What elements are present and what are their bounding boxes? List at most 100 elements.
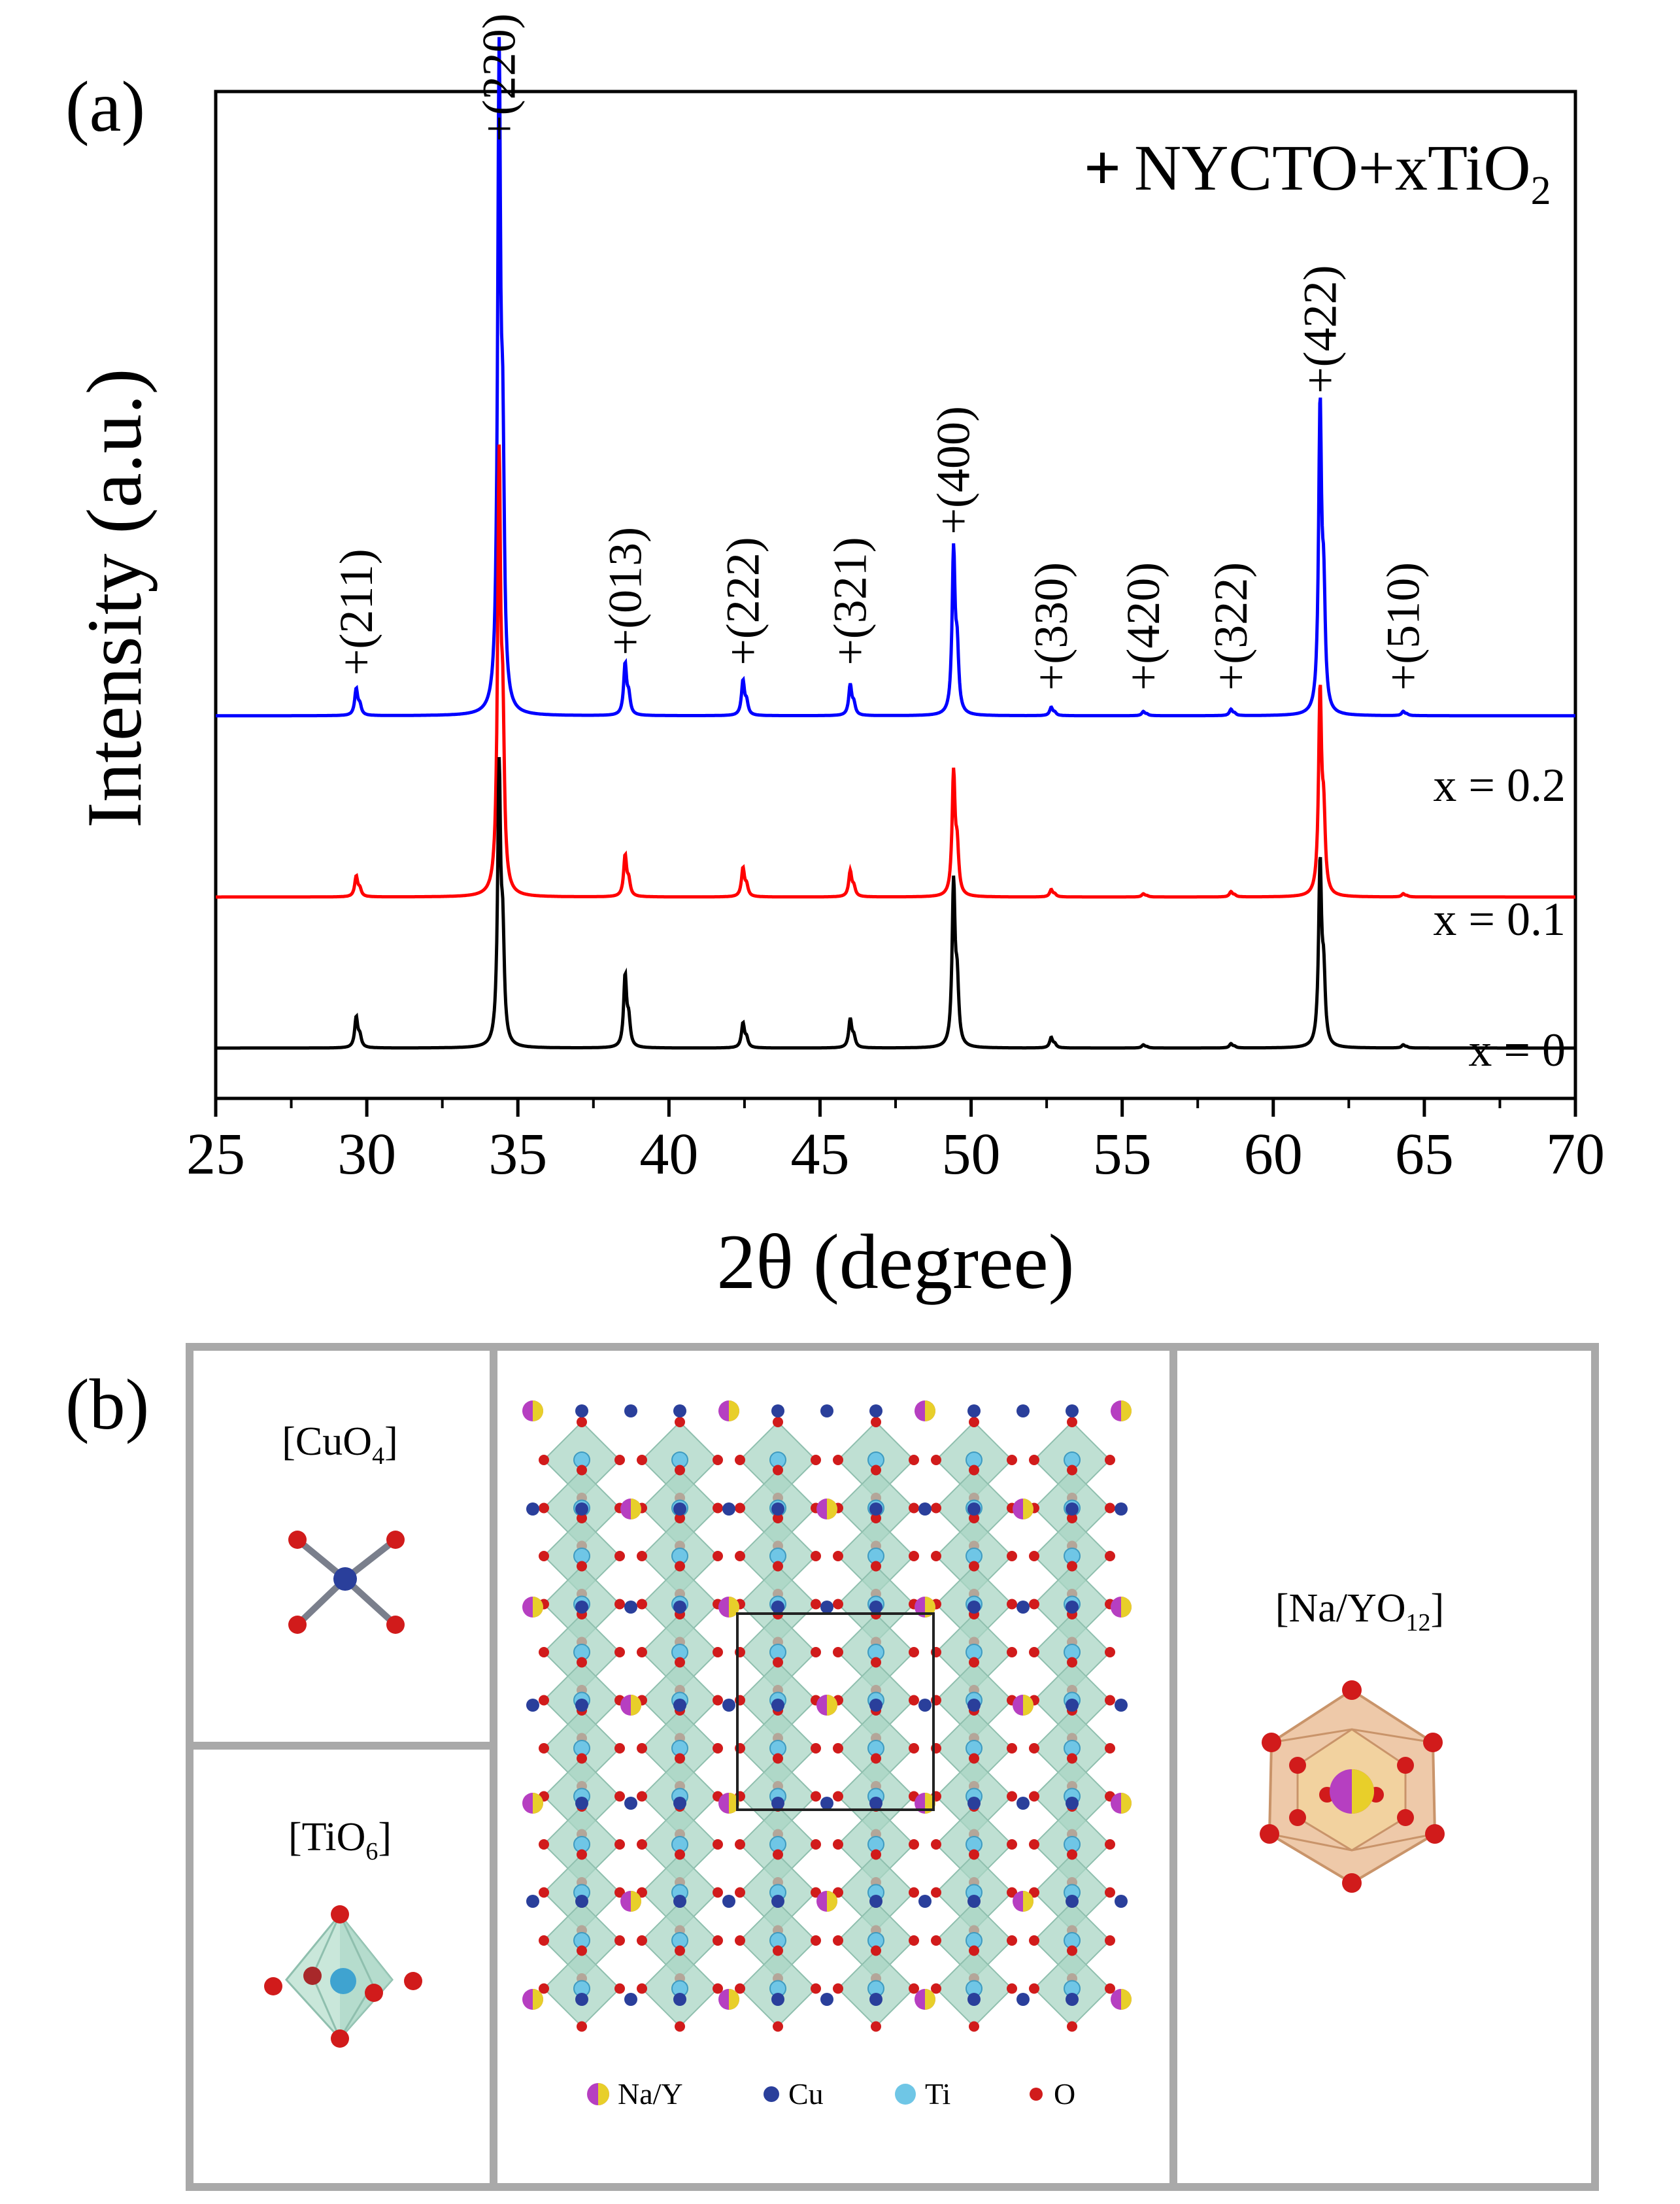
nay-atom-half bbox=[827, 1891, 837, 1912]
o-atom bbox=[1007, 1887, 1017, 1898]
o-atom bbox=[675, 2021, 685, 2032]
nay-atom-half bbox=[533, 1989, 543, 2010]
peak-label-6: +(330) bbox=[1025, 562, 1077, 691]
o-atom bbox=[909, 1935, 919, 1946]
panel-a-label: (a) bbox=[65, 67, 145, 146]
o-atom bbox=[577, 1753, 587, 1764]
o-atom bbox=[909, 1551, 919, 1561]
o-atom bbox=[811, 1935, 821, 1946]
o-atom bbox=[1007, 1791, 1017, 1802]
o-atom bbox=[1067, 1849, 1077, 1860]
o-atom bbox=[931, 1839, 941, 1850]
o-atom bbox=[1067, 1465, 1077, 1476]
x-tick-label-45: 45 bbox=[790, 1122, 849, 1187]
o-atom bbox=[577, 1945, 587, 1956]
o-atom bbox=[1029, 1599, 1039, 1610]
o-atom bbox=[773, 1945, 783, 1956]
o-atom bbox=[1029, 1887, 1039, 1898]
series-label-2: x = 0 bbox=[1468, 1024, 1566, 1076]
o-atom bbox=[713, 1743, 723, 1754]
o-atom bbox=[811, 1983, 821, 1994]
o-atom bbox=[969, 1465, 979, 1476]
o-atom bbox=[969, 1561, 979, 1572]
o-atom bbox=[909, 1455, 919, 1465]
o-atom bbox=[1029, 1839, 1039, 1850]
o-atom bbox=[833, 1551, 843, 1561]
crystal-lattice bbox=[522, 1400, 1132, 2032]
o-atom bbox=[577, 1849, 587, 1860]
o-atom bbox=[614, 1839, 625, 1850]
peak-label-8: +(322) bbox=[1205, 562, 1257, 691]
o-atom bbox=[931, 1551, 941, 1561]
o-atom bbox=[1007, 1743, 1017, 1754]
o-atom bbox=[871, 1945, 881, 1956]
o-atom bbox=[637, 1743, 647, 1754]
cu-atom bbox=[575, 1502, 588, 1516]
o-atom bbox=[675, 1849, 685, 1860]
o-atom bbox=[811, 1887, 821, 1898]
nay-atom-half bbox=[729, 1400, 739, 1421]
cuo4-cluster bbox=[288, 1531, 405, 1634]
o-atom bbox=[539, 1839, 549, 1850]
o-atom bbox=[614, 1935, 625, 1946]
peak-label-9: +(422) bbox=[1294, 265, 1346, 394]
cu-atom bbox=[869, 1797, 882, 1810]
cu-atom bbox=[771, 1502, 784, 1516]
nay-atom-half bbox=[1121, 1400, 1132, 1421]
peak-label-3: +(222) bbox=[717, 537, 769, 666]
o-atom bbox=[675, 1561, 685, 1572]
o-atom bbox=[1029, 1647, 1039, 1657]
cu-atom bbox=[771, 1699, 784, 1712]
o-atom bbox=[931, 1502, 941, 1514]
o-atom bbox=[1105, 1647, 1115, 1657]
nay-atom-half bbox=[1121, 1793, 1132, 1814]
o-atom bbox=[969, 2021, 979, 2032]
x-tick-label-55: 55 bbox=[1093, 1122, 1152, 1187]
nayo12-label: [Na/YO12] bbox=[1275, 1586, 1444, 1636]
cu-atom bbox=[673, 1797, 686, 1810]
cu-atom bbox=[673, 1699, 686, 1712]
cu-atom bbox=[820, 1601, 833, 1614]
o-atom bbox=[675, 1513, 685, 1523]
o-atom bbox=[1029, 1743, 1039, 1754]
nay-atom-half bbox=[925, 1989, 935, 2010]
o-atom bbox=[637, 1647, 647, 1657]
o-atom bbox=[577, 1465, 587, 1476]
nay-atom-half bbox=[631, 1499, 641, 1519]
o-atom bbox=[539, 1502, 549, 1514]
plot-frame bbox=[214, 90, 1577, 1100]
y-axis-label: Intensity (a.u.) bbox=[71, 368, 158, 828]
o-atom bbox=[909, 1839, 919, 1850]
cu-atom bbox=[869, 1601, 882, 1614]
o-atom bbox=[539, 1983, 549, 1994]
legend-text-main: NYCTO+xTiO bbox=[1134, 131, 1531, 204]
peak-annotations: +(211) +(220) +(013) +(222) +(321) +(400) +(33… bbox=[330, 13, 1430, 690]
o-atom bbox=[735, 1455, 745, 1465]
o-atom bbox=[577, 1561, 587, 1572]
o-atom bbox=[1007, 1551, 1017, 1561]
o-atom bbox=[811, 1839, 821, 1850]
peak-label-2: +(013) bbox=[599, 527, 651, 656]
cu-atom bbox=[526, 1502, 539, 1516]
o-atom bbox=[1007, 1647, 1017, 1657]
o-atom bbox=[833, 1743, 843, 1754]
o-atom bbox=[833, 1887, 843, 1898]
o-atom bbox=[637, 1839, 647, 1850]
o-atom bbox=[811, 1599, 821, 1610]
cu-atom bbox=[722, 1502, 735, 1516]
o-atom bbox=[713, 1983, 723, 1994]
peak-label-7: +(420) bbox=[1117, 562, 1169, 691]
cu-atom bbox=[967, 1993, 981, 2006]
cu-atom bbox=[1115, 1502, 1128, 1516]
o-atom bbox=[539, 1551, 549, 1561]
nay-atom-half bbox=[533, 1793, 543, 1814]
peak-label-10: +(510) bbox=[1377, 562, 1430, 691]
x-tick-label-70: 70 bbox=[1546, 1122, 1605, 1187]
o-atom bbox=[713, 1839, 723, 1850]
o-atom bbox=[811, 1551, 821, 1561]
nayo12-polyhedron bbox=[1260, 1680, 1445, 1893]
o-atom bbox=[713, 1695, 723, 1706]
x-tick-label-60: 60 bbox=[1244, 1122, 1303, 1187]
o-atom bbox=[577, 1657, 587, 1668]
